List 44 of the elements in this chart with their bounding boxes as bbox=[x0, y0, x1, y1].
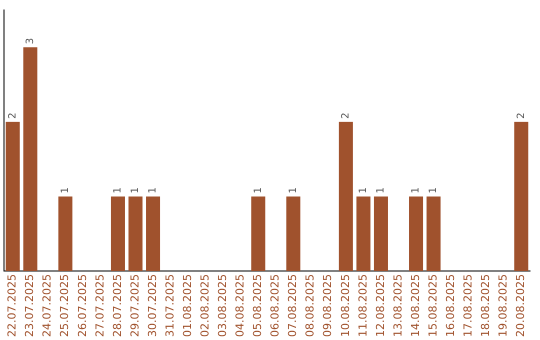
x-tick-label: 22.07.2025 bbox=[6, 274, 19, 338]
data-label: 1 bbox=[358, 187, 370, 194]
x-tick-label: 24.07.2025 bbox=[40, 274, 54, 338]
data-label: 1 bbox=[428, 187, 440, 194]
x-tick-label: 17.08.2025 bbox=[461, 274, 474, 338]
x-tick-label: 12.08.2025 bbox=[374, 274, 387, 338]
data-label: 2 bbox=[340, 112, 352, 119]
x-tick-label: 20.08.2025 bbox=[514, 274, 528, 338]
x-tick-label: 19.08.2025 bbox=[496, 274, 510, 338]
data-label: 1 bbox=[60, 187, 71, 194]
x-tick-label: 05.08.2025 bbox=[251, 274, 264, 338]
x-tick-label: 07.08.2025 bbox=[286, 274, 300, 338]
x-tick-label: 15.08.2025 bbox=[426, 274, 440, 338]
x-tick-label: 04.08.2025 bbox=[234, 274, 247, 338]
x-tick-label: 25.07.2025 bbox=[58, 274, 72, 338]
x-tick-label: 27.07.2025 bbox=[93, 274, 106, 338]
x-tick-label: 26.07.2025 bbox=[76, 274, 89, 338]
data-label: 1 bbox=[410, 187, 422, 194]
x-tick-label: 16.08.2025 bbox=[444, 274, 457, 338]
x-tick-label: 23.07.2025 bbox=[23, 274, 36, 338]
x-tick-label: 18.08.2025 bbox=[479, 274, 492, 338]
x-tick-label: 03.08.2025 bbox=[216, 274, 230, 338]
data-label: 1 bbox=[252, 187, 264, 194]
x-tick-label: 29.07.2025 bbox=[128, 274, 142, 338]
data-label: 2 bbox=[516, 112, 527, 119]
data-label: 3 bbox=[24, 38, 36, 44]
data-label: 1 bbox=[130, 187, 142, 194]
x-tick-label: 11.08.2025 bbox=[356, 274, 370, 338]
data-label: 2 bbox=[7, 112, 18, 119]
data-label: 1 bbox=[376, 187, 387, 194]
data-label: 1 bbox=[112, 187, 124, 194]
data-label: 1 bbox=[288, 187, 299, 194]
x-tick-label: 06.08.2025 bbox=[268, 274, 282, 338]
x-tick-label: 31.07.2025 bbox=[163, 274, 176, 338]
x-tick-label: 09.08.2025 bbox=[321, 274, 334, 338]
x-tick-label: 10.08.2025 bbox=[338, 274, 352, 338]
x-tick-label: 01.08.2025 bbox=[180, 274, 194, 338]
x-tick-label: 30.07.2025 bbox=[146, 274, 159, 338]
x-tick-label: 14.08.2025 bbox=[408, 274, 422, 338]
x-tick-label: 28.07.2025 bbox=[110, 274, 124, 338]
x-tick-label: 02.08.2025 bbox=[198, 274, 212, 338]
x-tick-label: 08.08.2025 bbox=[304, 274, 317, 338]
x-tick-label: 13.08.2025 bbox=[391, 274, 404, 338]
data-label: 1 bbox=[148, 187, 159, 194]
